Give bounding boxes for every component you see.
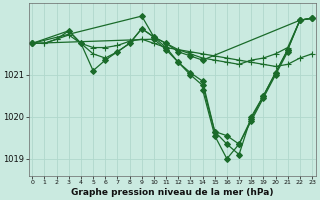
X-axis label: Graphe pression niveau de la mer (hPa): Graphe pression niveau de la mer (hPa) [71,188,273,197]
